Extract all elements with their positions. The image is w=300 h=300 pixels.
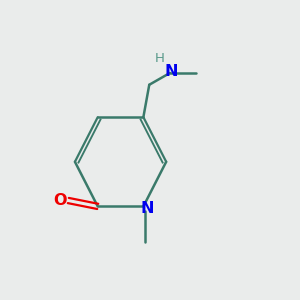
Text: N: N: [165, 64, 178, 79]
Text: H: H: [154, 52, 164, 65]
Text: O: O: [54, 193, 67, 208]
Text: N: N: [140, 201, 154, 216]
